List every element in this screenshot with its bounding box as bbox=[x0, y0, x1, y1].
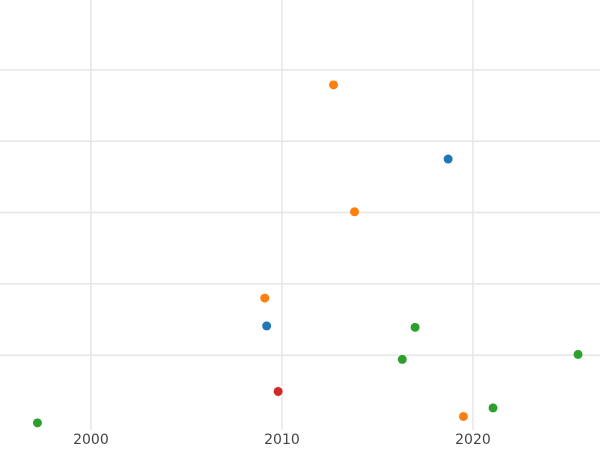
point bbox=[488, 403, 498, 413]
point bbox=[32, 418, 42, 428]
point bbox=[410, 322, 420, 332]
point bbox=[273, 386, 283, 396]
point bbox=[573, 349, 583, 359]
point bbox=[397, 354, 407, 364]
point bbox=[458, 411, 468, 421]
point bbox=[350, 207, 360, 217]
point bbox=[262, 321, 272, 331]
x-tick-label: 2010 bbox=[264, 432, 300, 448]
point bbox=[260, 293, 270, 303]
x-tick-label: 2020 bbox=[455, 432, 491, 448]
point bbox=[443, 154, 453, 164]
x-tick-label: 2000 bbox=[73, 432, 109, 448]
point bbox=[329, 80, 339, 90]
